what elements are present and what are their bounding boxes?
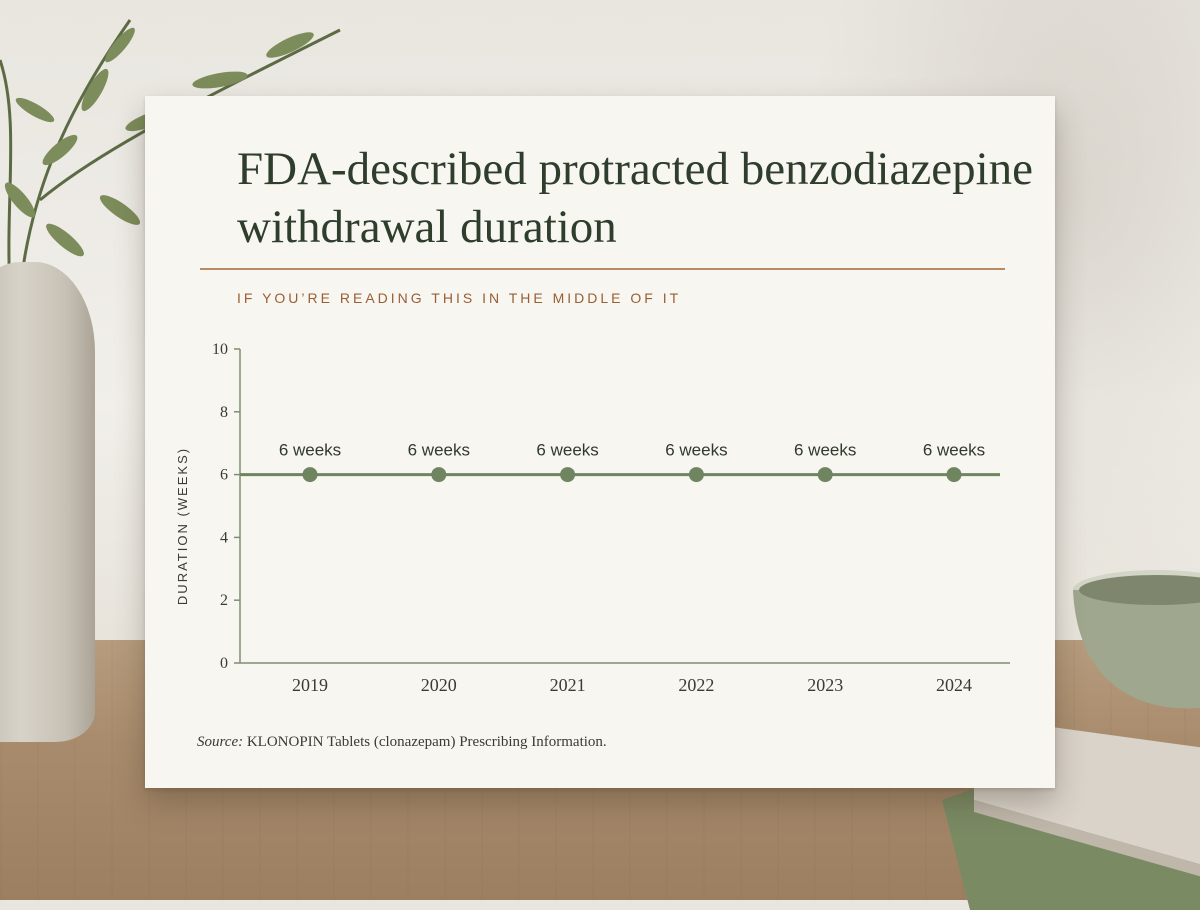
y-tick-label: 0 [220, 655, 228, 672]
data-point [560, 467, 576, 483]
y-tick-label: 4 [220, 529, 228, 546]
data-point [431, 467, 447, 483]
data-label: 6 weeks [536, 441, 598, 460]
data-label: 6 weeks [794, 441, 856, 460]
x-tick-label: 2021 [550, 675, 586, 695]
data-label: 6 weeks [279, 441, 341, 460]
data-label: 6 weeks [408, 441, 470, 460]
chart-card: FDA-described protracted benzodiazepine … [145, 96, 1055, 788]
x-tick-label: 2023 [807, 675, 843, 695]
data-label: 6 weeks [665, 441, 727, 460]
y-tick-label: 10 [212, 341, 228, 358]
chart-subtitle: IF YOU’RE READING THIS IN THE MIDDLE OF … [237, 290, 682, 306]
data-point [946, 467, 962, 483]
x-tick-label: 2022 [678, 675, 714, 695]
y-tick-label: 2 [220, 592, 228, 609]
title-divider [200, 268, 1005, 270]
line-chart: 0 2 4 6 8 10 DURATION (WEEKS) 2019 2020 2021 2022 2… [175, 341, 1010, 695]
y-tick-label: 8 [220, 404, 228, 421]
ceramic-bowl [1073, 570, 1200, 709]
x-tick-label: 2024 [936, 675, 972, 695]
data-point [302, 467, 318, 483]
source-label: Source: [197, 734, 244, 750]
chart-title: FDA-described protracted benzodiazepine … [237, 143, 1034, 253]
y-tick-label: 6 [220, 467, 228, 484]
x-tick-label: 2019 [292, 675, 328, 695]
source-text: KLONOPIN Tablets (clonazepam) Prescribin… [246, 734, 607, 750]
source-note: Source: KLONOPIN Tablets (clonazepam) Pr… [197, 734, 607, 751]
data-point [688, 467, 704, 483]
data-label: 6 weeks [923, 441, 985, 460]
x-tick-label: 2020 [421, 675, 457, 695]
vase [0, 262, 95, 742]
y-axis-title: DURATION (WEEKS) [175, 447, 190, 605]
data-point [817, 467, 833, 483]
